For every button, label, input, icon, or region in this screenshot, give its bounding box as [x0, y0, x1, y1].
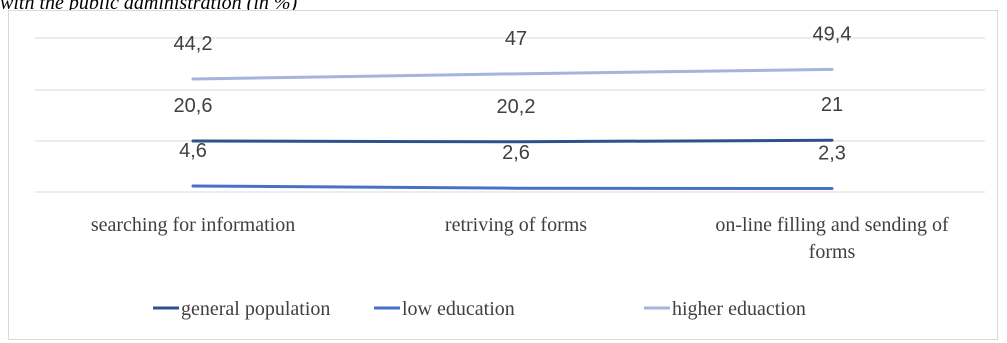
- data-label: 4,6: [179, 140, 207, 162]
- category-label: on-line filling and sending of forms: [715, 214, 949, 263]
- legend-label: higher eduaction: [672, 298, 806, 320]
- data-labels: 20,6 20,2 21 4,6 2,6 2,3 44,2 47 49,4: [174, 23, 852, 164]
- data-label: 20,2: [497, 96, 536, 118]
- data-label: 21: [821, 94, 843, 116]
- series-lines: [191, 67, 834, 191]
- data-label: 2,3: [818, 143, 846, 165]
- data-label: 49,4: [813, 23, 852, 45]
- data-label: 44,2: [174, 33, 213, 55]
- category-label: retriving of forms: [445, 214, 587, 236]
- data-label: 2,6: [502, 142, 530, 164]
- series-line-0: [191, 138, 834, 144]
- legend-label: general population: [181, 298, 330, 320]
- category-axis-labels: searching for information retriving of fo…: [91, 214, 949, 263]
- chart-area: [8, 10, 998, 340]
- series-line-1: [191, 184, 834, 191]
- legend-label: low education: [402, 298, 515, 320]
- category-label: searching for information: [91, 214, 295, 236]
- legend: general population low education higher ed…: [153, 298, 806, 320]
- data-label: 20,6: [174, 95, 213, 117]
- series-line-2: [191, 67, 834, 81]
- data-label: 47: [505, 28, 527, 50]
